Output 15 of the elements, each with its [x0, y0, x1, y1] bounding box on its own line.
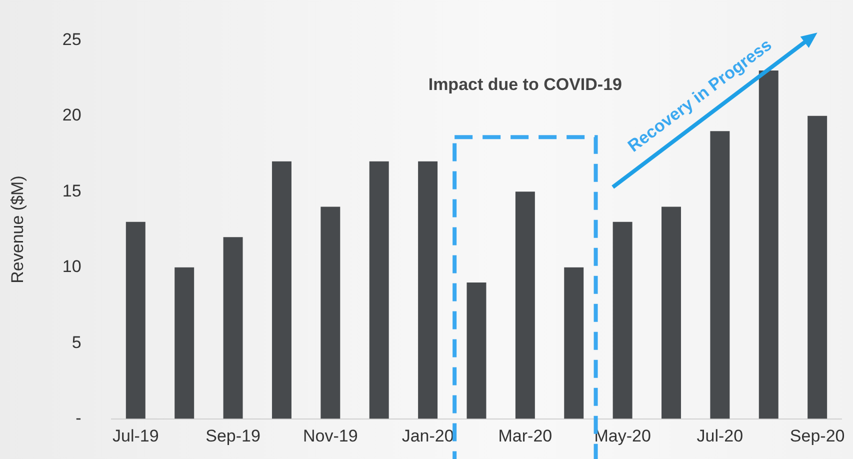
x-tick-label: May-20	[594, 426, 651, 446]
x-tick-label: Mar-20	[498, 426, 552, 446]
x-tick-label: Sep-20	[790, 426, 845, 446]
x-tick-label: Nov-19	[303, 426, 358, 446]
annotation: Impact due to COVID-19	[427, 75, 623, 96]
x-tick-label: Sep-19	[206, 426, 260, 446]
y-tick-label: 10	[62, 257, 82, 276]
y-axis-title: Revenue ($M)	[8, 176, 27, 284]
y-tick-label: 25	[62, 30, 82, 49]
y-tick-label: -	[76, 408, 82, 428]
y-tick-label: 15	[62, 181, 82, 200]
y-tick-label: 5	[72, 332, 82, 352]
x-tick-label: Jul-19	[112, 426, 159, 446]
y-tick-label: 20	[62, 106, 82, 125]
x-tick-label: Jul-20	[696, 426, 744, 446]
